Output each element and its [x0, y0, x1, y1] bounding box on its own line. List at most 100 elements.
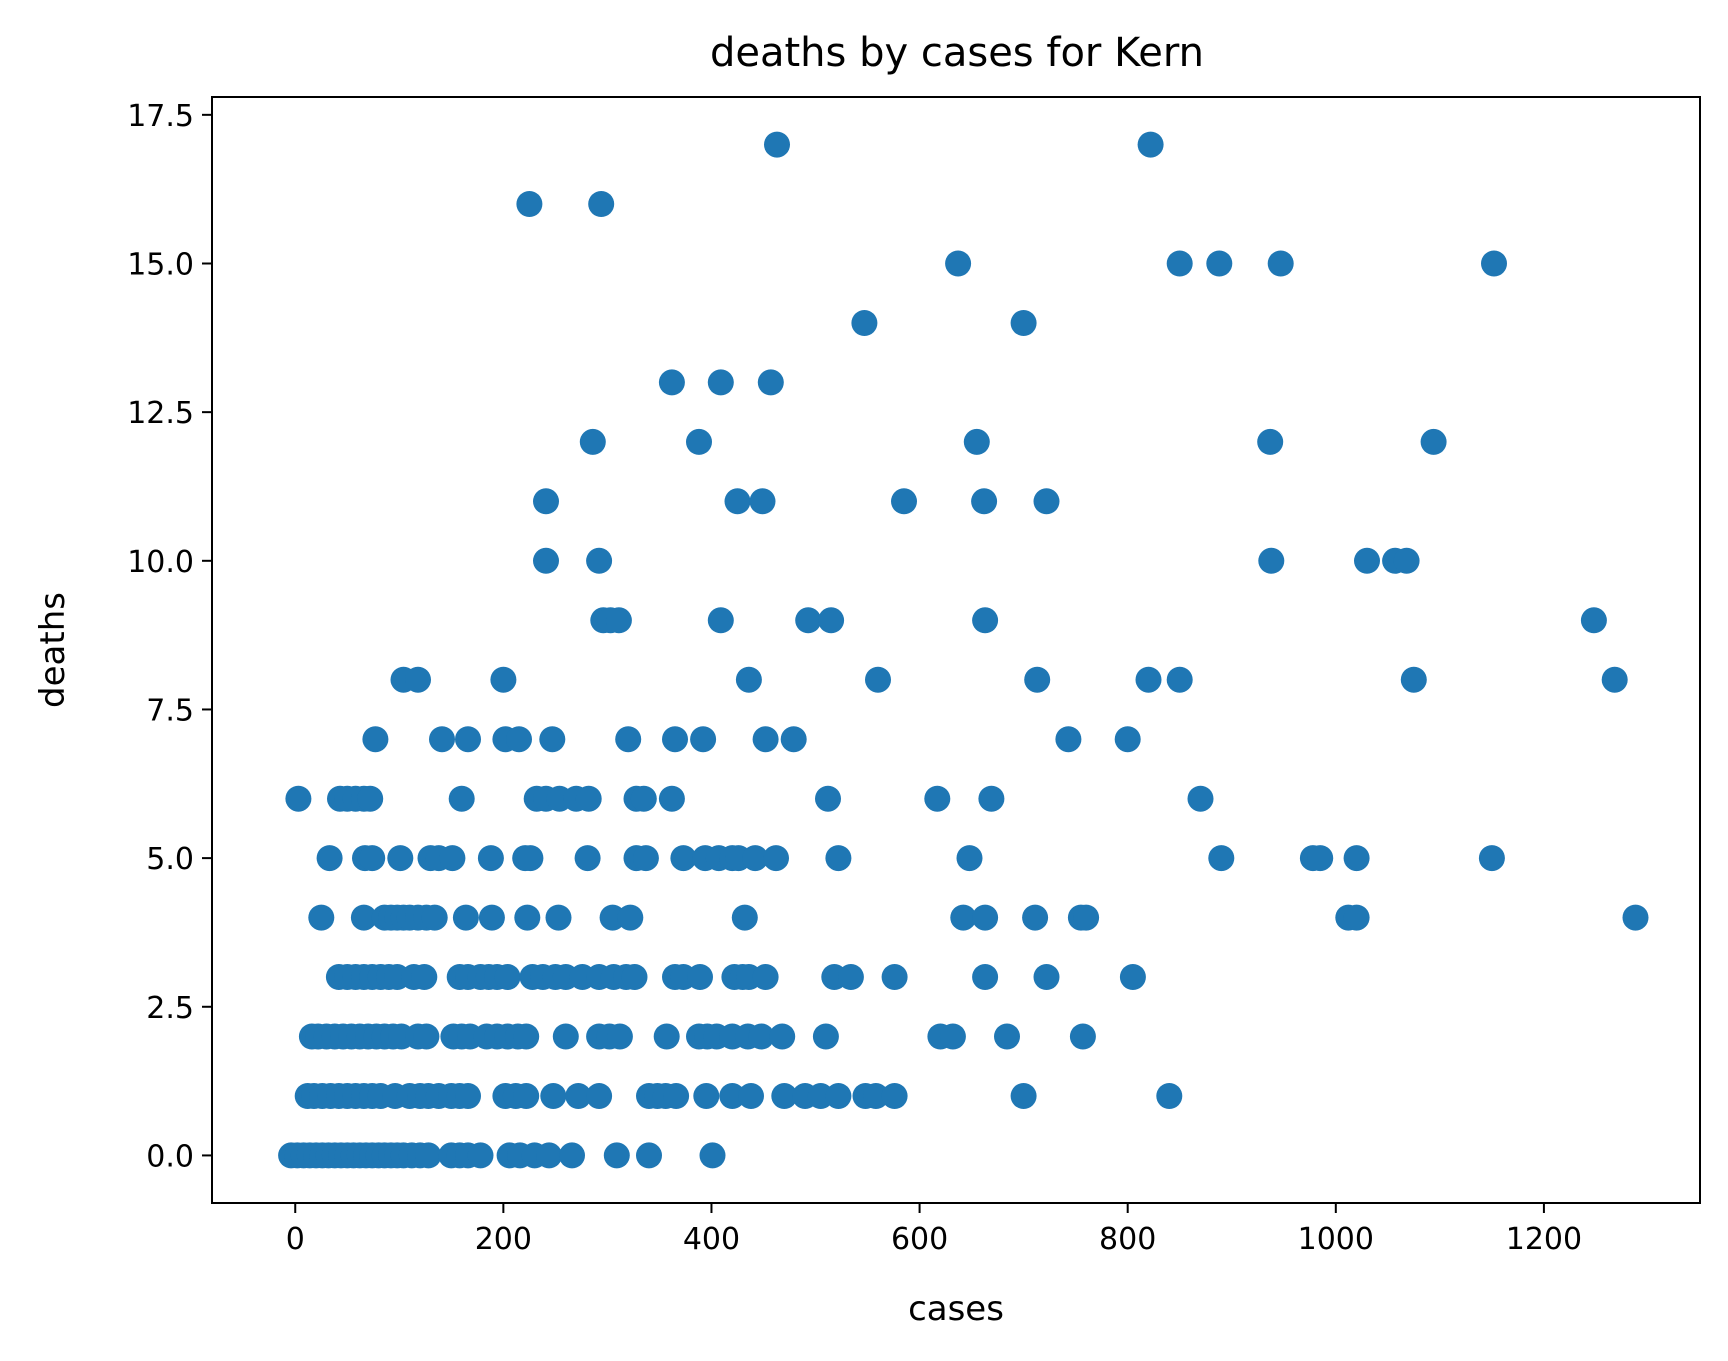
- y-tick-label: 12.5: [127, 396, 194, 431]
- data-point: [517, 845, 544, 872]
- data-point: [565, 1083, 592, 1109]
- data-point: [359, 845, 386, 872]
- data-point: [540, 1083, 567, 1109]
- y-tick-label: 17.5: [127, 99, 194, 134]
- data-point: [350, 904, 377, 931]
- data-point: [533, 488, 559, 515]
- data-point: [606, 1023, 633, 1050]
- data-point: [1601, 666, 1628, 693]
- x-axis: 0 200 400 600 800 1000 1200: [286, 1203, 1582, 1257]
- data-point: [429, 726, 455, 753]
- data-point: [707, 607, 734, 634]
- data-point: [1400, 666, 1427, 693]
- data-point: [924, 785, 951, 812]
- data-point: [490, 666, 517, 693]
- data-point: [971, 488, 998, 515]
- data-point: [387, 845, 414, 872]
- data-point: [1393, 547, 1420, 574]
- x-tick-label: 400: [683, 1222, 740, 1257]
- y-tick-label: 15.0: [127, 247, 194, 282]
- data-point: [617, 904, 644, 931]
- chart-title: deaths by cases for Kern: [710, 30, 1204, 76]
- data-point: [865, 666, 891, 693]
- data-point: [603, 1142, 630, 1169]
- data-point: [545, 904, 572, 931]
- x-tick-label: 200: [475, 1222, 532, 1257]
- data-point: [362, 726, 389, 753]
- data-point: [1010, 310, 1037, 336]
- data-point: [513, 1083, 540, 1109]
- data-point: [632, 845, 659, 872]
- data-point: [735, 666, 762, 693]
- data-point: [536, 1142, 563, 1169]
- data-point: [662, 726, 688, 753]
- data-point: [1119, 964, 1146, 990]
- data-point: [1420, 428, 1447, 455]
- data-point: [1258, 547, 1285, 574]
- data-point: [477, 845, 504, 872]
- data-point: [1208, 845, 1235, 872]
- data-point: [891, 488, 917, 515]
- plot-frame: [211, 96, 1701, 1204]
- data-point: [1354, 547, 1380, 574]
- data-point: [1114, 726, 1141, 753]
- data-point: [405, 666, 431, 693]
- data-point: [357, 785, 384, 812]
- data-point: [749, 488, 776, 515]
- data-point: [825, 845, 852, 872]
- data-point: [1267, 250, 1294, 277]
- data-point: [724, 488, 751, 515]
- data-point: [972, 607, 999, 634]
- data-point: [467, 1142, 494, 1169]
- data-point: [1257, 428, 1284, 455]
- data-point: [752, 964, 779, 990]
- y-axis: 0.0 2.5 5.0 7.5 10.0 12.5 15.0 17.5: [127, 99, 212, 1174]
- data-point: [506, 726, 532, 753]
- data-point: [539, 726, 566, 753]
- data-point: [1022, 904, 1049, 931]
- x-axis-label: cases: [908, 1289, 1004, 1329]
- data-point: [1073, 904, 1100, 931]
- data-point: [316, 845, 343, 872]
- data-point: [588, 191, 615, 217]
- data-point: [972, 964, 999, 990]
- data-point: [994, 1023, 1020, 1050]
- data-point: [413, 1023, 440, 1050]
- data-point: [411, 964, 438, 990]
- data-point: [748, 1023, 775, 1050]
- data-point: [795, 607, 822, 634]
- x-tick-label: 0: [286, 1222, 305, 1257]
- data-point: [719, 1083, 746, 1109]
- data-point: [862, 1083, 889, 1109]
- data-point: [559, 1142, 585, 1169]
- data-point: [1135, 666, 1162, 693]
- data-point: [1010, 1083, 1037, 1109]
- data-point: [514, 904, 541, 931]
- data-point: [769, 1023, 796, 1050]
- data-point: [1580, 607, 1607, 634]
- y-tick-label: 5.0: [146, 842, 194, 877]
- data-point: [815, 785, 841, 812]
- data-point: [837, 964, 864, 990]
- data-point: [1343, 845, 1370, 872]
- data-point: [574, 845, 601, 872]
- data-point: [605, 607, 632, 634]
- data-point: [494, 964, 521, 990]
- data-point: [421, 904, 448, 931]
- data-point: [630, 785, 657, 812]
- data-point: [764, 131, 790, 158]
- data-point: [780, 726, 807, 753]
- data-point: [670, 845, 697, 872]
- data-point: [586, 1083, 613, 1109]
- data-point: [621, 964, 648, 990]
- data-point: [308, 904, 335, 931]
- data-point: [415, 1142, 442, 1169]
- data-point: [693, 1083, 720, 1109]
- data-point: [881, 964, 908, 990]
- data-point: [1069, 1023, 1096, 1050]
- data-point: [731, 904, 758, 931]
- x-tick-label: 1000: [1298, 1222, 1374, 1257]
- data-point: [439, 845, 466, 872]
